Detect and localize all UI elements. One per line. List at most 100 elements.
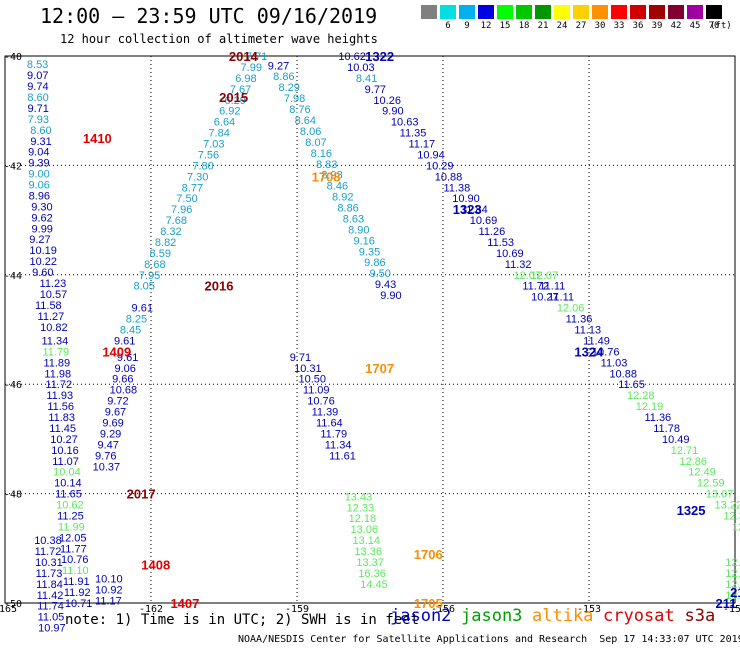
wave-height-value: 10.22 (30, 256, 58, 268)
wave-height-value: 8.76 (289, 104, 310, 116)
wave-height-value: 8.59 (150, 248, 171, 260)
wave-height-value: 10.88 (435, 171, 463, 183)
wave-height-value: 10.57 (40, 289, 68, 301)
wave-height-value: 11.53 (487, 237, 514, 249)
wave-height-value: 11.79 (42, 346, 69, 358)
wave-height-value: 8.41 (356, 73, 377, 85)
wave-height-value: 9.77 (365, 84, 386, 96)
pass-number-label: 1706 (414, 547, 443, 562)
wave-height-value: 12.33 (347, 502, 375, 514)
wave-height-value: 11.83 (48, 412, 75, 424)
wave-height-value: 6.29 (224, 95, 245, 107)
wave-height-value: 11.72 (35, 546, 62, 558)
wave-height-value: 10.31 (35, 557, 63, 569)
wave-height-value: 8.46 (327, 181, 348, 193)
wave-height-value: 10.88 (609, 368, 637, 380)
wave-height-value: 9.90 (380, 290, 401, 302)
wave-height-value: 8.92 (332, 192, 353, 204)
satellite-tracks: 8.539.079.748.609.717.938.609.319.049.39… (27, 51, 740, 635)
pass-number-label: 2015 (219, 90, 248, 105)
y-tick-label: -48 (4, 490, 22, 501)
wave-height-value: 7.99 (241, 62, 262, 74)
wave-height-value: 7.03 (203, 139, 224, 151)
wave-height-value: 7.67 (230, 84, 251, 96)
pass-number-label: 1324 (574, 344, 604, 359)
wave-height-value: 11.32 (505, 259, 532, 271)
wave-height-value: 11.26 (479, 226, 506, 238)
wave-height-value: 11.84 (36, 579, 63, 591)
wave-height-value: 8.86 (337, 203, 358, 215)
wave-height-value: 9.43 (375, 279, 396, 291)
wave-height-value: 13.66 (725, 590, 740, 602)
wave-height-value: 7.68 (166, 215, 187, 227)
legend-label: 12 (480, 21, 492, 31)
legend-label: 42 (670, 21, 682, 31)
wave-height-value: 7.95 (139, 270, 160, 282)
y-tick-label: -46 (4, 380, 22, 391)
legend-swatch (687, 5, 703, 19)
wave-height-value: 11.72 (522, 281, 549, 293)
wave-height-value: 7.71 (246, 51, 267, 63)
wave-height-value: 12.05 (59, 532, 87, 544)
legend-unit: (ft) (710, 21, 732, 31)
wave-height-value: 9.67 (105, 407, 126, 419)
wave-height-value: 12.31 (732, 521, 740, 533)
wave-height-value: 6.98 (235, 73, 256, 85)
wave-height-value: 12.64 (725, 557, 740, 569)
legend-swatch (421, 5, 437, 19)
wave-height-value: 8.86 (273, 71, 294, 83)
legend-label: 30 (594, 21, 606, 31)
units-note: note: 1) Time is in UTC; 2) SWH is in fe… (65, 612, 420, 628)
wave-height-value: 12.71 (671, 445, 699, 457)
wave-height-value: 9.71 (27, 103, 48, 115)
page-title: 12:00 – 23:59 UTC 09/16/2019 (40, 4, 378, 28)
wave-height-value: 10.63 (391, 117, 419, 129)
legend-label: 15 (499, 21, 511, 31)
wave-height-value: 7.96 (171, 204, 192, 216)
wave-height-value: 10.04 (53, 467, 81, 479)
y-tick-label: -44 (4, 271, 22, 282)
wave-height-value: 12.28 (627, 390, 655, 402)
wave-height-value: 11.98 (44, 368, 71, 380)
wave-height-value: 12.86 (680, 456, 708, 468)
wave-height-value: 11.10 (62, 565, 89, 577)
wave-height-value: 10.03 (347, 62, 375, 74)
wave-height-value: 8.96 (29, 190, 50, 202)
wave-height-value: 10.31 (294, 363, 322, 375)
wave-height-value: 11.25 (57, 510, 84, 522)
wave-height-value: 11.11 (539, 281, 565, 293)
wave-height-value: 10.62 (338, 51, 366, 63)
x-tick-label: -159 (285, 604, 309, 615)
wave-height-value: 8.68 (144, 259, 165, 271)
wave-height-value: 13.37 (356, 557, 384, 569)
wave-height-value: 11.93 (46, 390, 73, 402)
wave-height-value: 10.76 (307, 396, 335, 408)
legend-swatch (573, 5, 589, 19)
wave-height-value: 11.92 (64, 587, 91, 599)
wave-height-value: 12.49 (688, 467, 716, 479)
wave-height-value: 11.17 (95, 595, 122, 607)
wave-height-value: 11.34 (325, 439, 352, 451)
pass-number-label: 1410 (83, 131, 112, 146)
wave-height-value: 8.82 (155, 237, 176, 249)
legend-label: 33 (613, 21, 625, 31)
wave-height-value: 9.61 (117, 352, 138, 364)
legend-swatch (440, 5, 456, 19)
wave-height-value: 8.53 (27, 59, 48, 71)
wave-height-value: 9.76 (95, 450, 116, 462)
wave-height-value: 7.30 (187, 171, 208, 183)
wave-height-value: 8.60 (27, 92, 48, 104)
wave-height-value: 10.94 (417, 149, 445, 161)
wave-height-value: 9.31 (30, 136, 51, 148)
wave-height-value: 12.18 (349, 513, 377, 525)
wave-height-value: 9.27 (268, 60, 289, 72)
pass-number-label: 2016 (205, 279, 234, 294)
legend-swatch (478, 5, 494, 19)
wave-height-value: 11.13 (574, 325, 601, 337)
wave-height-value: 8.16 (311, 148, 332, 160)
pass-number-label: 2014 (229, 49, 259, 64)
wave-height-value: 10.69 (496, 248, 524, 260)
pass-number-label: 2017 (127, 487, 156, 502)
wave-height-value: 8.64 (295, 115, 316, 127)
wave-height-value: 8.93 (321, 170, 342, 182)
